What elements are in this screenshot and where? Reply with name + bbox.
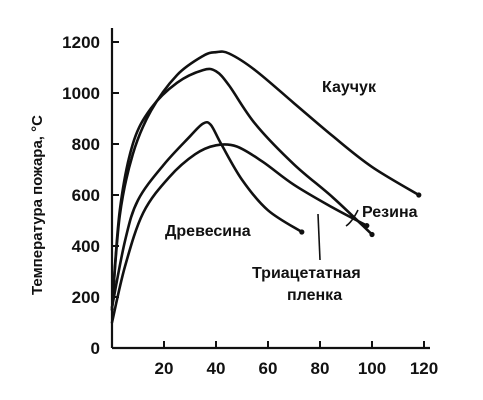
series-label-kauchuk: Каучук <box>322 79 377 96</box>
y-axis-title: Температура пожара, °С <box>29 115 46 295</box>
series-line-drevesina <box>110 120 304 309</box>
x-tick-label: 80 <box>311 359 330 378</box>
y-tick-label: 800 <box>72 135 100 154</box>
y-tick-label: 0 <box>91 339 100 358</box>
leader-rezina <box>345 209 359 227</box>
series-label-rezina: Резина <box>362 204 418 221</box>
y-tick-label: 200 <box>72 288 100 307</box>
series-line-rezina <box>110 67 374 312</box>
y-tick-label: 400 <box>72 237 100 256</box>
series-end-point-drevesina <box>299 229 305 235</box>
x-tick-label: 120 <box>410 359 438 378</box>
series-label-triacetat-line2: пленка <box>287 287 342 304</box>
series-label-drevesina: Древесина <box>165 223 251 240</box>
series-line-kauchuk <box>110 50 421 312</box>
y-tick-label: 1200 <box>62 33 100 52</box>
series-end-point-triacetat <box>364 223 370 229</box>
y-tick-label: 600 <box>72 186 100 205</box>
x-tick-label: 60 <box>259 359 278 378</box>
series-label-triacetat-line1: Триацетатная <box>252 265 361 282</box>
x-tick-label: 20 <box>155 359 174 378</box>
series-end-point-kauchuk <box>416 192 422 198</box>
x-tick-label: 100 <box>358 359 386 378</box>
series-end-point-rezina <box>369 231 375 238</box>
x-tick-label: 40 <box>207 359 226 378</box>
leader-triacetat <box>317 213 321 261</box>
y-tick-label: 1000 <box>62 84 100 103</box>
series-line-triacetat <box>110 143 369 324</box>
